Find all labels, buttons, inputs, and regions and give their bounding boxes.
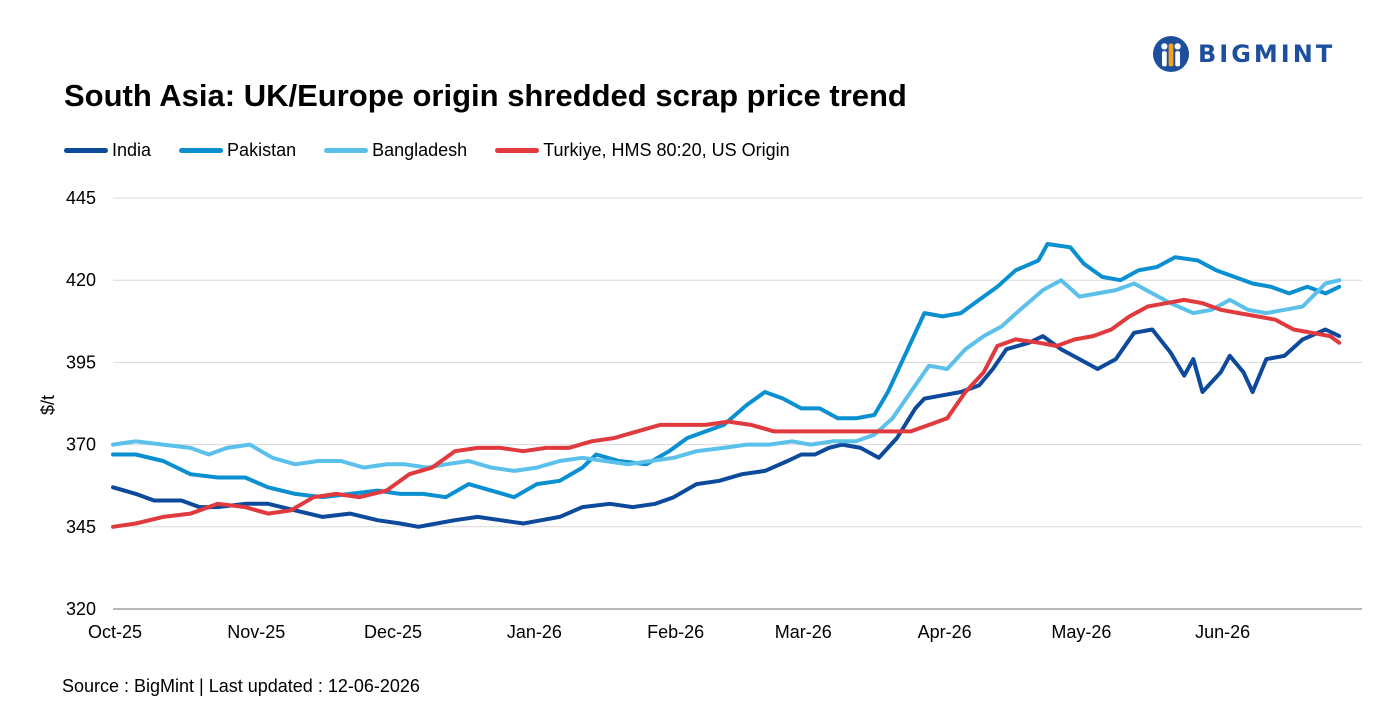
bigmint-logo-icon (1152, 35, 1190, 73)
x-tick-label: May-26 (1051, 622, 1111, 642)
brand-logo: BIGMINT (1152, 34, 1335, 74)
series-line-bangladesh (111, 278, 1342, 473)
legend-label: Bangladesh (372, 139, 468, 160)
legend-swatch (179, 147, 224, 153)
x-tick-label: Mar-26 (775, 622, 832, 642)
y-tick-label: 345 (66, 517, 96, 537)
x-tick-label: Dec-25 (364, 622, 422, 642)
legend-item: India (64, 140, 151, 161)
x-tick-label: Feb-26 (647, 622, 704, 642)
y-tick-label: 420 (66, 270, 96, 290)
legend-swatch (495, 147, 540, 153)
x-tick-label: Apr-26 (918, 622, 972, 642)
legend-item: Turkiye, HMS 80:20, US Origin (495, 139, 790, 161)
y-tick-label: 320 (66, 599, 96, 619)
y-tick-label: 395 (66, 352, 96, 372)
x-tick-label: Nov-25 (227, 622, 285, 642)
legend-label: Pakistan (227, 139, 297, 160)
chart-title: South Asia: UK/Europe origin shredded sc… (64, 78, 907, 113)
legend-label: Turkiye, HMS 80:20, US Origin (543, 139, 790, 160)
brand-name: BIGMINT (1198, 40, 1336, 68)
series-line-india (111, 327, 1342, 529)
series-line-pakistan (111, 242, 1342, 500)
legend-swatch (324, 147, 369, 153)
series-line-turkiye (111, 297, 1342, 529)
legend-label: India (112, 139, 152, 160)
x-tick-label: Jun-26 (1195, 622, 1250, 642)
legend-item: Bangladesh (324, 140, 467, 161)
y-tick-label: 445 (66, 188, 96, 208)
chart-legend: India Pakistan Bangladesh Turkiye, HMS 80:2… (64, 139, 818, 161)
x-tick-label: Oct-25 (88, 622, 142, 642)
source-note: Source : BigMint | Last updated : 12-06-… (62, 676, 420, 696)
y-axis-title: $/t (38, 395, 58, 415)
y-tick-label: 370 (66, 435, 96, 455)
legend-item: Pakistan (179, 140, 296, 161)
x-tick-label: Jan-26 (507, 622, 562, 642)
legend-swatch (64, 147, 108, 153)
